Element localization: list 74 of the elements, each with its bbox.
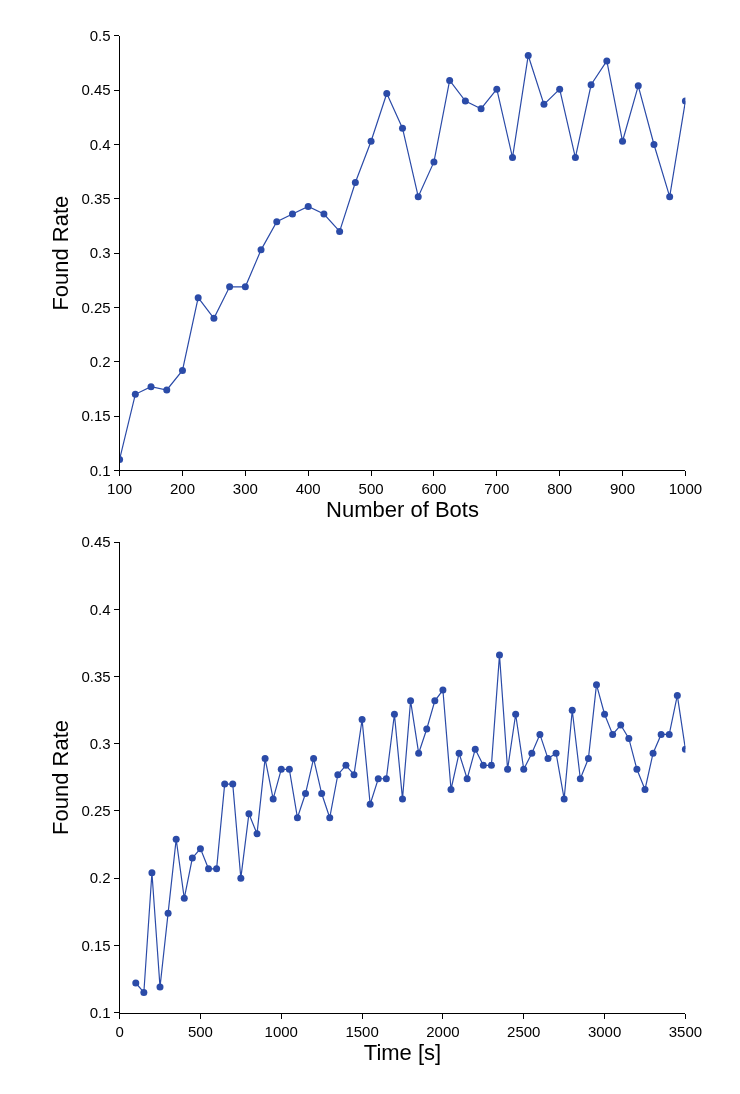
y-tick-label: 0.2 (89, 869, 111, 887)
y-tick-label: 0.15 (81, 407, 111, 425)
point (257, 246, 265, 254)
point (383, 89, 391, 97)
point (540, 100, 548, 108)
point (288, 210, 296, 218)
x-tick-label: 3500 (668, 1022, 703, 1040)
x-axis-title: Time [s] (363, 1039, 442, 1065)
point (163, 386, 171, 394)
y-tick-label: 0.1 (89, 461, 111, 479)
x-tick-label: 0 (115, 1022, 124, 1040)
point (351, 179, 359, 187)
x-tick-label: 400 (295, 480, 321, 498)
y-tick-label: 0.35 (81, 667, 111, 685)
point (666, 193, 674, 201)
y-axis-title: Found Rate (48, 719, 74, 835)
x-tick-label: 1500 (345, 1022, 379, 1040)
x-tick-label: 100 (107, 480, 133, 498)
point (336, 227, 344, 235)
y-tick-label: 0.45 (81, 533, 111, 551)
x-tick-label: 2000 (426, 1022, 460, 1040)
x-axis-title: Number of Bots (326, 497, 479, 523)
y-tick-label: 0.35 (81, 190, 111, 208)
y-axis-title: Found Rate (48, 195, 74, 311)
point (461, 97, 469, 105)
point (147, 383, 155, 391)
y-tick-label: 0.2 (89, 352, 111, 370)
y-tick-label: 0.15 (81, 936, 111, 954)
point (477, 105, 485, 113)
point (226, 283, 234, 291)
point (587, 81, 595, 89)
x-tick-label: 1000 (264, 1022, 298, 1040)
y-tick-label: 0.45 (81, 81, 111, 99)
x-tick-label: 500 (187, 1022, 213, 1040)
point (634, 82, 642, 90)
point (430, 158, 438, 166)
point (603, 57, 611, 65)
point (650, 141, 658, 149)
y-tick-label: 0.25 (81, 298, 111, 316)
point (304, 202, 312, 210)
point (524, 51, 532, 59)
point (446, 76, 454, 84)
x-tick-label: 300 (232, 480, 258, 498)
point (241, 283, 249, 291)
y-tick-label: 0.4 (89, 600, 111, 618)
point (571, 154, 579, 162)
point (273, 218, 281, 226)
point (509, 154, 517, 162)
y-tick-label: 0.25 (81, 802, 111, 820)
point (367, 137, 375, 145)
point (178, 366, 186, 374)
y-tick-label: 0.3 (89, 735, 111, 753)
y-tick-label: 0.3 (89, 244, 111, 262)
x-tick-label: 500 (358, 480, 384, 498)
y-tick-label: 0.1 (89, 1003, 111, 1021)
x-tick-label: 1000 (668, 480, 703, 498)
y-tick-label: 0.4 (89, 135, 111, 153)
point (414, 193, 422, 201)
x-tick-label: 900 (610, 480, 636, 498)
point (619, 137, 627, 145)
point (493, 85, 501, 93)
x-tick-label: 3000 (587, 1022, 622, 1040)
x-tick-label: 2500 (507, 1022, 541, 1040)
y-tick-label: 0.5 (89, 27, 111, 45)
x-tick-label: 700 (484, 480, 510, 498)
x-tick-label: 200 (169, 480, 195, 498)
point (210, 314, 218, 322)
x-tick-label: 600 (421, 480, 447, 498)
x-tick-label: 800 (547, 480, 573, 498)
point (194, 294, 202, 302)
point (131, 390, 139, 398)
point (399, 124, 406, 132)
point (320, 210, 328, 218)
point (556, 85, 564, 93)
